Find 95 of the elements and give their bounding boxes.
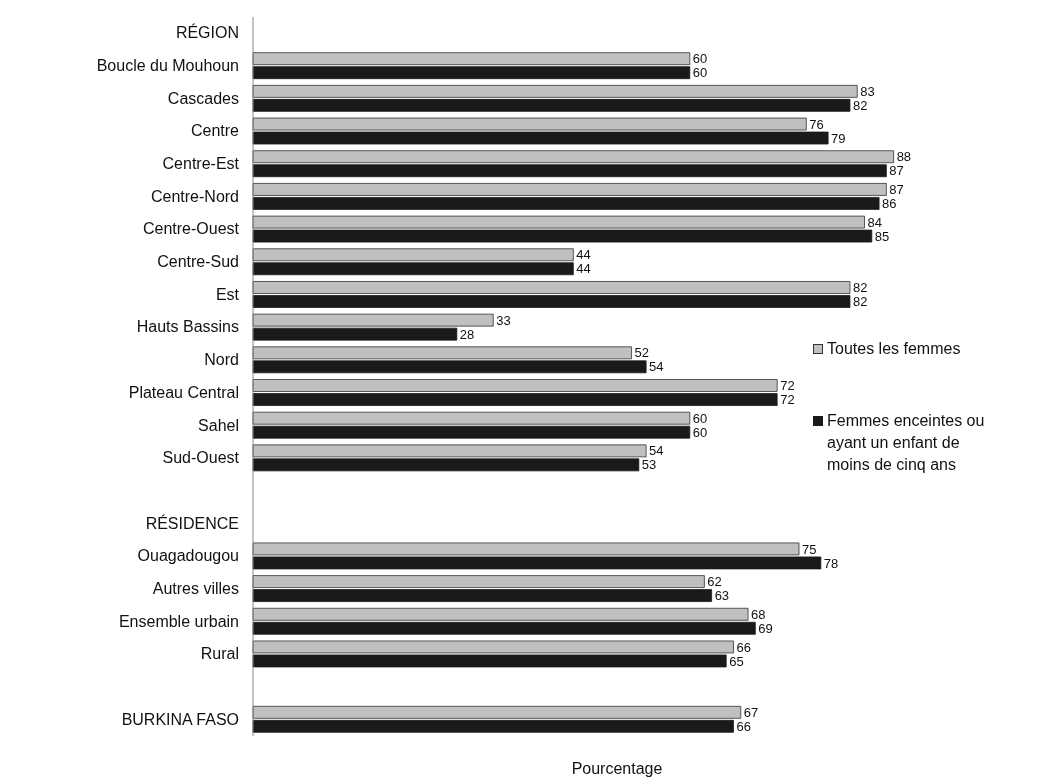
data-label: 65 <box>729 653 744 669</box>
y-tick-label: Autres villes <box>152 579 239 597</box>
y-tick-label: Rural <box>200 645 239 663</box>
bar <box>252 229 873 243</box>
y-tick-label: Sud-Ouest <box>162 449 240 467</box>
data-label: 60 <box>692 410 708 426</box>
y-tick-label: Cascades <box>167 89 239 107</box>
legend-label: Femmes enceintes ou ayant un enfant de moins de cinq ans <box>827 411 986 475</box>
data-label: 33 <box>496 312 511 328</box>
bar <box>252 295 851 308</box>
data-label: 87 <box>889 163 904 179</box>
y-tick-label: RÉGION <box>175 23 239 42</box>
bar <box>252 66 691 80</box>
data-label: 44 <box>576 247 591 263</box>
y-tick-label: RÉSIDENCE <box>145 513 239 532</box>
data-label: 85 <box>874 228 890 244</box>
bar <box>252 654 727 668</box>
bar <box>252 52 691 66</box>
bar <box>252 327 458 341</box>
y-tick-label: Ouagadougou <box>137 547 239 565</box>
data-label: 69 <box>758 620 773 636</box>
bar <box>252 705 742 719</box>
data-label: 79 <box>831 130 846 146</box>
y-tick-label: Centre-Ouest <box>142 220 240 238</box>
bar <box>252 379 778 392</box>
bar <box>252 197 880 210</box>
bar <box>252 411 691 425</box>
data-label: 82 <box>852 294 868 310</box>
data-label: 76 <box>809 116 824 132</box>
y-tick-label: Nord <box>204 351 239 369</box>
y-tick-label: Hauts Bassins <box>136 318 239 336</box>
bar <box>252 248 574 262</box>
bar <box>252 313 494 327</box>
bar <box>252 215 865 229</box>
data-label: 83 <box>860 83 875 99</box>
bar <box>252 262 574 276</box>
bar <box>252 621 756 635</box>
legend-label: Toutes les femmes <box>827 339 962 359</box>
bar <box>252 589 713 602</box>
data-label: 82 <box>852 280 868 296</box>
bar <box>252 281 851 294</box>
bar <box>252 393 778 406</box>
data-label: 75 <box>802 541 817 557</box>
bar <box>252 131 829 145</box>
data-label: 54 <box>649 443 664 459</box>
y-tick-label: Est <box>215 285 240 303</box>
data-label: 68 <box>751 606 766 622</box>
y-tick-label: Centre-Est <box>162 155 240 173</box>
data-label: 66 <box>736 639 751 655</box>
bar <box>252 84 858 98</box>
bar <box>252 360 647 374</box>
y-tick-label: Centre-Nord <box>150 187 239 205</box>
bar <box>252 575 705 588</box>
data-label: 67 <box>743 704 759 720</box>
data-label: 60 <box>692 51 708 67</box>
data-label: 53 <box>641 457 657 473</box>
y-tick-label: Sahel <box>198 416 239 434</box>
data-label: 82 <box>852 97 868 113</box>
bar <box>252 183 887 196</box>
y-tick-label: Centre <box>190 122 240 140</box>
data-label: 28 <box>459 326 475 342</box>
y-tick-label: Centre-Sud <box>157 253 239 271</box>
data-label: 78 <box>823 555 839 571</box>
data-label: 63 <box>714 588 730 604</box>
bar <box>252 719 734 733</box>
data-label: 88 <box>896 149 912 165</box>
data-label: 60 <box>692 65 708 81</box>
bar <box>252 164 887 178</box>
y-tick-label: Plateau Central <box>128 383 239 401</box>
bar <box>252 640 734 654</box>
data-label: 66 <box>736 718 751 734</box>
data-label: 52 <box>634 345 650 361</box>
y-tick-label: Boucle du Mouhoun <box>96 57 239 75</box>
bar <box>252 458 640 472</box>
bar <box>252 542 800 556</box>
bar <box>252 117 807 131</box>
data-label: 62 <box>707 574 722 590</box>
data-label: 72 <box>780 392 795 408</box>
y-tick-label: BURKINA FASO <box>121 710 239 728</box>
y-tick-label: Ensemble urbain <box>118 612 239 630</box>
bar <box>252 346 632 360</box>
data-label: 87 <box>889 182 904 198</box>
bar <box>252 444 647 458</box>
data-label: 72 <box>780 378 795 394</box>
bar <box>252 556 822 570</box>
bar <box>252 607 749 621</box>
bar <box>252 150 895 164</box>
x-axis-title: Pourcentage <box>571 760 663 777</box>
data-label: 44 <box>576 261 591 277</box>
bar <box>252 425 691 439</box>
data-label: 86 <box>882 196 897 212</box>
data-label: 60 <box>692 424 708 440</box>
bar <box>252 98 851 112</box>
data-label: 54 <box>649 359 664 375</box>
data-label: 84 <box>867 214 882 230</box>
